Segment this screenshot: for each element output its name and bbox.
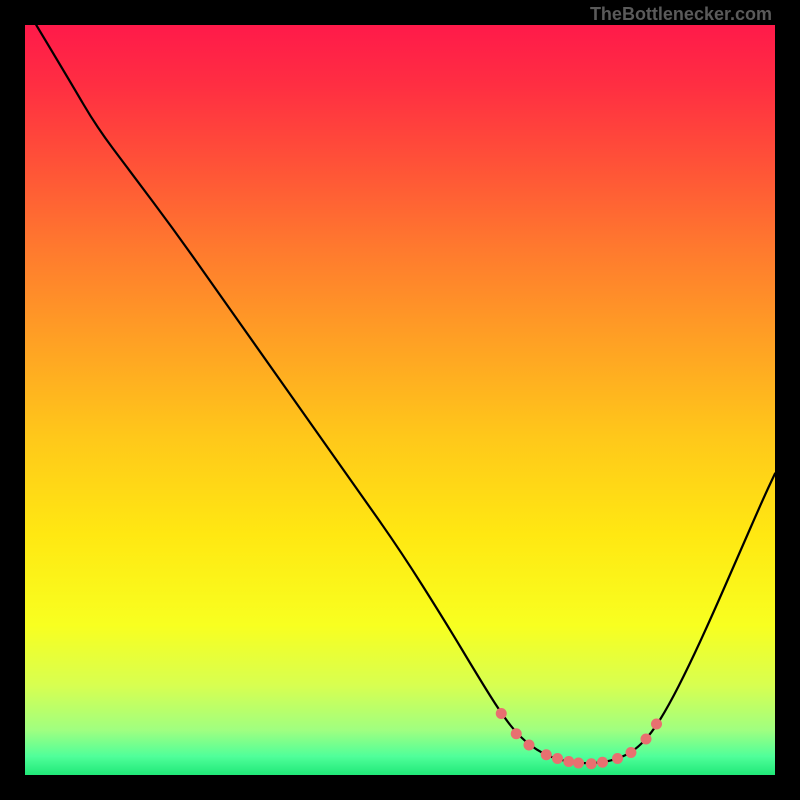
bottleneck-curve	[36, 25, 775, 763]
plot-area	[25, 25, 775, 775]
watermark-text: TheBottlenecker.com	[590, 4, 772, 25]
chart-container: TheBottlenecker.com	[0, 0, 800, 800]
marker-dots	[496, 708, 662, 769]
curve-layer	[25, 25, 775, 775]
